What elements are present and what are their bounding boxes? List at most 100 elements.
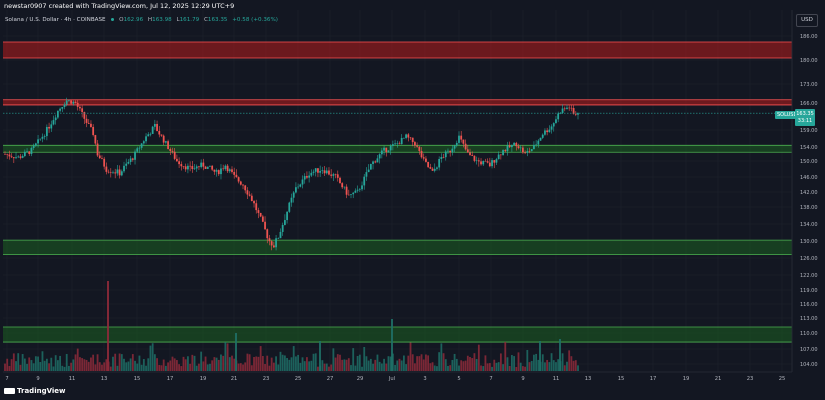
candle-body (39, 138, 42, 140)
candle-body (563, 108, 566, 110)
volume-bar (142, 359, 145, 371)
volume-bar (378, 361, 381, 371)
x-tick-label: 5 (457, 376, 460, 382)
candle-body (301, 179, 304, 185)
close-value: 163.35 (207, 17, 228, 23)
currency-button[interactable]: USD (796, 14, 818, 27)
volume-bar (471, 358, 474, 371)
volume-bar (354, 365, 357, 371)
y-tick-label: 166.00 (800, 101, 818, 107)
candle-body (429, 167, 432, 169)
candle-body (286, 211, 288, 221)
candle-body (30, 147, 33, 154)
x-tick-label: 15 (134, 376, 141, 382)
volume-bar (87, 361, 90, 371)
candle-body (431, 168, 434, 171)
y-tick-label: 154.00 (800, 145, 818, 151)
volume-bar (125, 362, 128, 371)
volume-bar (211, 360, 214, 371)
volume-bar (26, 363, 28, 371)
y-tick-label: 186.00 (800, 34, 818, 40)
candle-body (345, 186, 348, 195)
candle-body (550, 126, 553, 130)
volume-bar (563, 365, 566, 371)
volume-bar (345, 359, 348, 371)
volume-bar (204, 356, 207, 371)
low-value: 161.79 (179, 17, 200, 23)
countdown-text: 33:11 (797, 118, 813, 124)
candle-body (420, 150, 423, 158)
x-tick-label: 13 (101, 376, 108, 382)
volume-bar (555, 362, 557, 371)
candle-body (447, 150, 449, 152)
volume-bar (409, 342, 412, 371)
candle-body (191, 166, 194, 170)
x-tick-label: 25 (779, 376, 786, 382)
volume-bar (253, 357, 255, 371)
candle-body (136, 148, 139, 152)
candle-body (129, 158, 132, 162)
x-tick-label: Jul (388, 376, 395, 382)
volume-bar (303, 361, 306, 371)
volume-bar (499, 353, 502, 371)
open-label: O (119, 17, 124, 23)
candle-body (409, 137, 412, 139)
symbol-legend[interactable]: Solana / U.S. Dollar · 4h · COINBASE O16… (5, 17, 278, 23)
volume-bar (561, 353, 564, 371)
candle-body (330, 174, 333, 176)
volume-bar (217, 359, 220, 371)
volume-bar (574, 360, 577, 371)
candle-body (209, 165, 211, 167)
volume-bar (81, 358, 84, 371)
tradingview-logo[interactable]: TradingView (4, 387, 66, 397)
volume-bar (466, 355, 469, 371)
volume-bar (28, 357, 31, 371)
low-label: L (176, 17, 180, 23)
x-tick-label: 15 (618, 376, 625, 382)
candle-body (56, 110, 59, 118)
volume-bar (295, 356, 297, 371)
candle-body (283, 220, 286, 225)
candle-body (312, 171, 315, 173)
volume-bar (396, 360, 399, 371)
candle-body (151, 126, 154, 134)
volume-bar (546, 359, 549, 371)
candle-body (471, 154, 474, 156)
y-tick-label: 180.00 (800, 58, 818, 64)
candle-body (513, 142, 515, 145)
candle-body (250, 195, 253, 202)
candle-body (275, 238, 277, 248)
candle-body (455, 142, 458, 146)
time-axis[interactable]: 7 9 11 13 15 17 19 21 23 25 27 29 Jul 3 5 7 9 11 13 15 17 19 2… (3, 371, 792, 382)
candle-body (462, 139, 465, 144)
volume-bar (74, 354, 77, 371)
candle-body (411, 137, 414, 143)
price-axis[interactable]: 186.00 180.00 173.00 166.00 159.00 154.00 150.… (791, 0, 825, 400)
volume-bar (510, 355, 513, 371)
volume-bar (153, 354, 156, 371)
candle-body (65, 100, 68, 105)
volume-bar (332, 348, 335, 371)
volume-bar (330, 364, 333, 371)
volume-bar (537, 359, 540, 371)
volume-bar (275, 356, 277, 371)
volume-bar (429, 363, 432, 371)
x-tick-label: 21 (231, 376, 238, 382)
candle-body (572, 108, 575, 114)
volume-bar (231, 355, 233, 371)
volume-bar (358, 354, 361, 371)
volume-bar (79, 357, 81, 371)
up-dot-icon (111, 18, 115, 21)
volume-bar (123, 358, 125, 371)
candle-body (266, 229, 269, 239)
volume-bar (493, 359, 496, 371)
close-label: C (203, 17, 208, 23)
candle-body (453, 145, 456, 149)
x-tick-label: 19 (683, 376, 690, 382)
high-label: H (147, 17, 153, 23)
candle-body (526, 151, 529, 153)
candle-body (138, 147, 141, 149)
volume-bar (10, 359, 13, 371)
candle-body (244, 185, 247, 191)
